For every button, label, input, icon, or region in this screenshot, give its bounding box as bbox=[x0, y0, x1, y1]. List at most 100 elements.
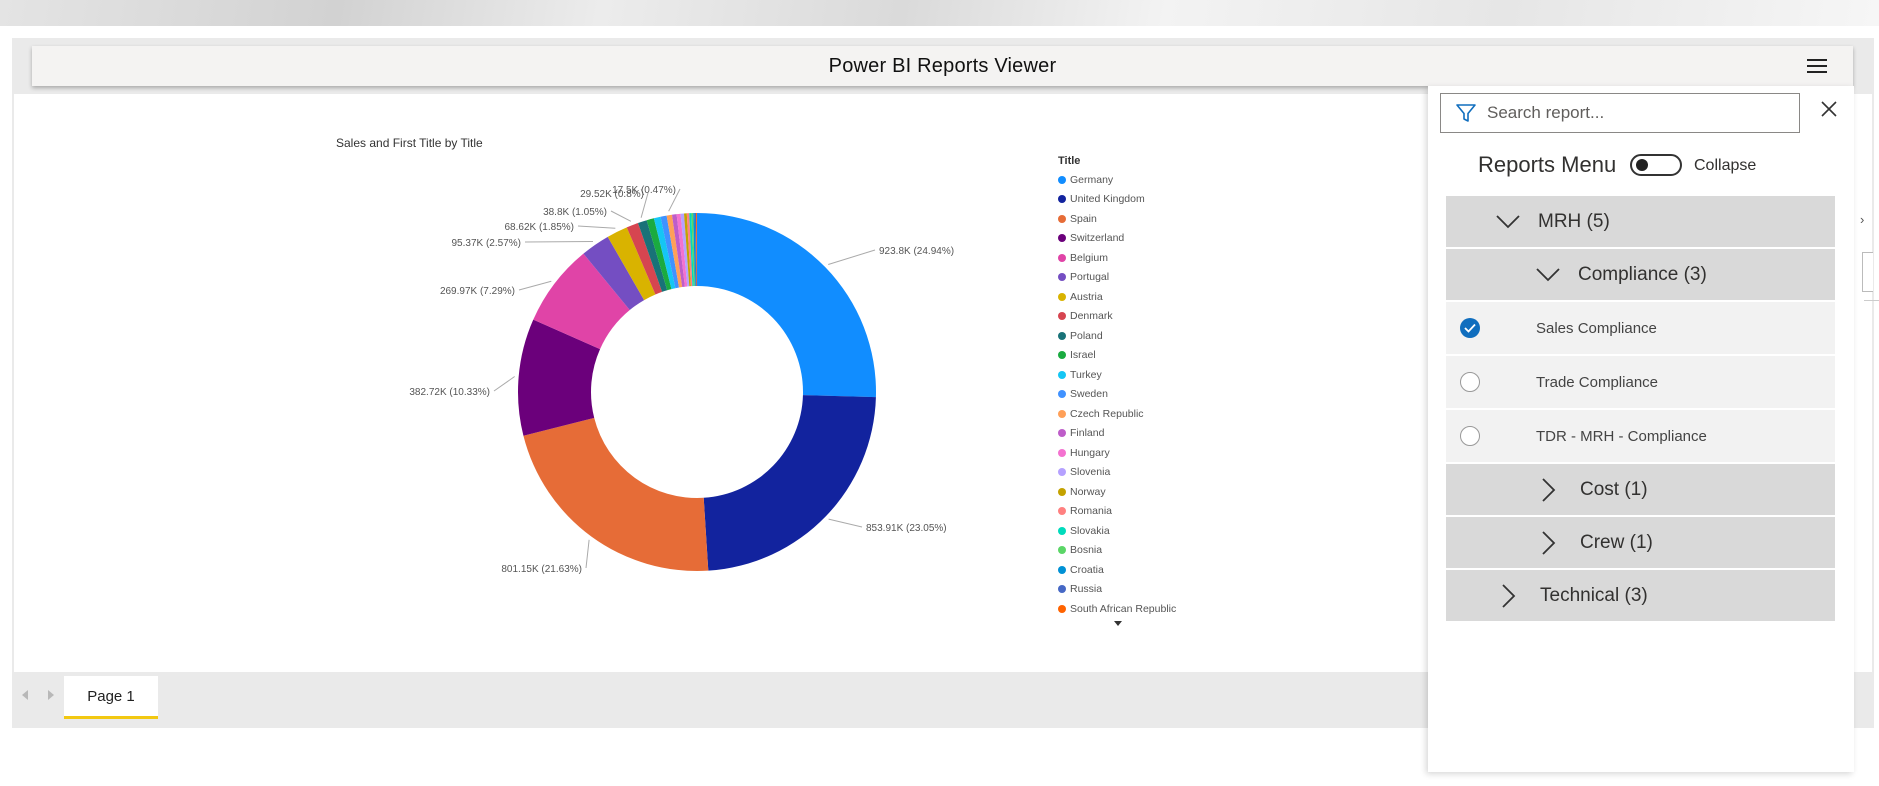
donut-slice-south-african-republic[interactable] bbox=[696, 213, 697, 287]
legend-item[interactable]: Slovenia bbox=[1058, 463, 1176, 483]
legend-scroll-down-icon[interactable] bbox=[1114, 621, 1122, 626]
legend-item[interactable]: Spain bbox=[1058, 209, 1176, 229]
page-tab[interactable]: Page 1 bbox=[64, 676, 158, 719]
search-box[interactable] bbox=[1440, 93, 1800, 133]
donut-slice-belgium[interactable] bbox=[533, 253, 630, 350]
legend-item[interactable]: Romania bbox=[1058, 502, 1176, 522]
report-item-sales-compliance[interactable]: Sales Compliance bbox=[1446, 302, 1835, 354]
legend-item[interactable]: South African Republic bbox=[1058, 599, 1176, 619]
tree-group-label: MRH (5) bbox=[1538, 210, 1610, 232]
legend-item[interactable]: Norway bbox=[1058, 482, 1176, 502]
legend-swatch bbox=[1058, 565, 1066, 574]
unselected-radio[interactable] bbox=[1460, 372, 1480, 392]
reports-menu-panel: Reports Menu Collapse MRH (5) Compliance… bbox=[1428, 86, 1854, 772]
donut-slice-portugal[interactable] bbox=[583, 236, 645, 311]
legend-item[interactable]: United Kingdom bbox=[1058, 190, 1176, 210]
donut-slice-switzerland[interactable] bbox=[518, 319, 601, 436]
data-label: 382.72K (10.33%) bbox=[409, 387, 490, 398]
legend-item[interactable]: Israel bbox=[1058, 346, 1176, 366]
donut-slice-poland[interactable] bbox=[637, 220, 668, 292]
report-item-tdr-mrh-compliance[interactable]: TDR - MRH - Compliance bbox=[1446, 410, 1835, 462]
tree-group-cost[interactable]: Cost (1) bbox=[1446, 464, 1835, 515]
data-label-leader bbox=[668, 188, 681, 212]
chart-title: Sales and First Title by Title bbox=[336, 136, 483, 150]
data-label-leader bbox=[518, 280, 552, 291]
tree-group-crew[interactable]: Crew (1) bbox=[1446, 517, 1835, 568]
legend-item[interactable]: Austria bbox=[1058, 287, 1176, 307]
close-icon[interactable] bbox=[1818, 98, 1840, 120]
donut-slice-romania[interactable] bbox=[686, 213, 693, 287]
legend-item[interactable]: Denmark bbox=[1058, 307, 1176, 327]
tree-group-technical[interactable]: Technical (3) bbox=[1446, 570, 1835, 621]
legend-swatch bbox=[1058, 487, 1066, 496]
report-item-trade-compliance[interactable]: Trade Compliance bbox=[1446, 356, 1835, 408]
legend-item[interactable]: Germany bbox=[1058, 170, 1176, 190]
app-title-bar: Power BI Reports Viewer bbox=[32, 46, 1853, 86]
tree-group-label: Crew (1) bbox=[1580, 531, 1653, 553]
chevron-down-icon bbox=[1496, 214, 1520, 228]
donut-slice-austria[interactable] bbox=[607, 227, 656, 301]
legend-item[interactable]: Turkey bbox=[1058, 365, 1176, 385]
donut-slice-israel[interactable] bbox=[646, 218, 672, 291]
donut-slice-denmark[interactable] bbox=[626, 223, 663, 295]
donut-slice-croatia[interactable] bbox=[693, 213, 696, 287]
search-input[interactable] bbox=[1485, 102, 1789, 124]
legend-swatch bbox=[1058, 468, 1066, 477]
toggle-knob bbox=[1636, 159, 1648, 171]
data-label: 29.52K (0.8%) bbox=[580, 189, 644, 200]
donut-slice-hungary[interactable] bbox=[676, 213, 688, 287]
legend-item[interactable]: Poland bbox=[1058, 326, 1176, 346]
legend-item[interactable]: Hungary bbox=[1058, 443, 1176, 463]
donut-slice-russia[interactable] bbox=[694, 213, 697, 287]
data-label-leader bbox=[828, 249, 876, 265]
legend-label: Belgium bbox=[1070, 251, 1108, 264]
donut-slice-united-kingdom[interactable] bbox=[703, 395, 876, 571]
donut-slice-norway[interactable] bbox=[683, 213, 691, 287]
legend-item[interactable]: Sweden bbox=[1058, 385, 1176, 405]
donut-slice-spain[interactable] bbox=[523, 417, 709, 571]
legend-item[interactable]: Belgium bbox=[1058, 248, 1176, 268]
chevron-right-icon bbox=[1542, 530, 1556, 555]
legend-swatch bbox=[1058, 292, 1066, 301]
data-label: 923.8K (24.94%) bbox=[879, 246, 954, 257]
legend-item[interactable]: Switzerland bbox=[1058, 229, 1176, 249]
legend-label: South African Republic bbox=[1070, 602, 1177, 615]
donut-slice-sweden[interactable] bbox=[660, 215, 680, 289]
legend-label: Turkey bbox=[1070, 368, 1102, 381]
selected-radio[interactable] bbox=[1460, 318, 1480, 338]
legend-label: Poland bbox=[1070, 329, 1103, 342]
legend-swatch bbox=[1058, 312, 1066, 321]
next-page-icon[interactable] bbox=[48, 690, 54, 700]
legend-item[interactable]: Croatia bbox=[1058, 560, 1176, 580]
legend-swatch bbox=[1058, 175, 1066, 184]
legend-item[interactable]: Slovakia bbox=[1058, 521, 1176, 541]
donut-slice-finland[interactable] bbox=[671, 214, 685, 288]
report-item-label: Trade Compliance bbox=[1536, 373, 1658, 391]
chevron-right-icon bbox=[1542, 477, 1556, 502]
donut-slice-germany[interactable] bbox=[697, 213, 876, 398]
donut-slice-slovenia[interactable] bbox=[680, 213, 690, 287]
legend-item[interactable]: Bosnia bbox=[1058, 541, 1176, 561]
hamburger-menu-icon[interactable] bbox=[1807, 58, 1827, 74]
data-label: 801.15K (21.63%) bbox=[501, 564, 582, 575]
chevron-right-icon: › bbox=[1860, 212, 1865, 227]
legend-label: Romania bbox=[1070, 505, 1113, 518]
chevron-down-icon bbox=[1536, 267, 1560, 281]
legend-item[interactable]: Czech Republic bbox=[1058, 404, 1176, 424]
tree-group-compliance[interactable]: Compliance (3) bbox=[1446, 249, 1835, 300]
donut-slice-bosnia[interactable] bbox=[691, 213, 695, 287]
data-label: 853.91K (23.05%) bbox=[866, 523, 947, 534]
tree-group-mrh[interactable]: MRH (5) bbox=[1446, 196, 1835, 247]
legend-swatch bbox=[1058, 253, 1066, 262]
donut-slice-slovakia[interactable] bbox=[689, 213, 694, 287]
legend-item[interactable]: Finland bbox=[1058, 424, 1176, 444]
previous-page-icon[interactable] bbox=[22, 690, 28, 700]
unselected-radio[interactable] bbox=[1460, 426, 1480, 446]
donut-slice-turkey[interactable] bbox=[653, 216, 676, 290]
data-label: 38.8K (1.05%) bbox=[543, 207, 607, 218]
legend-label: Germany bbox=[1070, 173, 1114, 186]
legend-item[interactable]: Portugal bbox=[1058, 268, 1176, 288]
legend-item[interactable]: Russia bbox=[1058, 580, 1176, 600]
donut-slice-czech-republic[interactable] bbox=[666, 214, 683, 288]
collapse-toggle[interactable] bbox=[1630, 154, 1682, 176]
